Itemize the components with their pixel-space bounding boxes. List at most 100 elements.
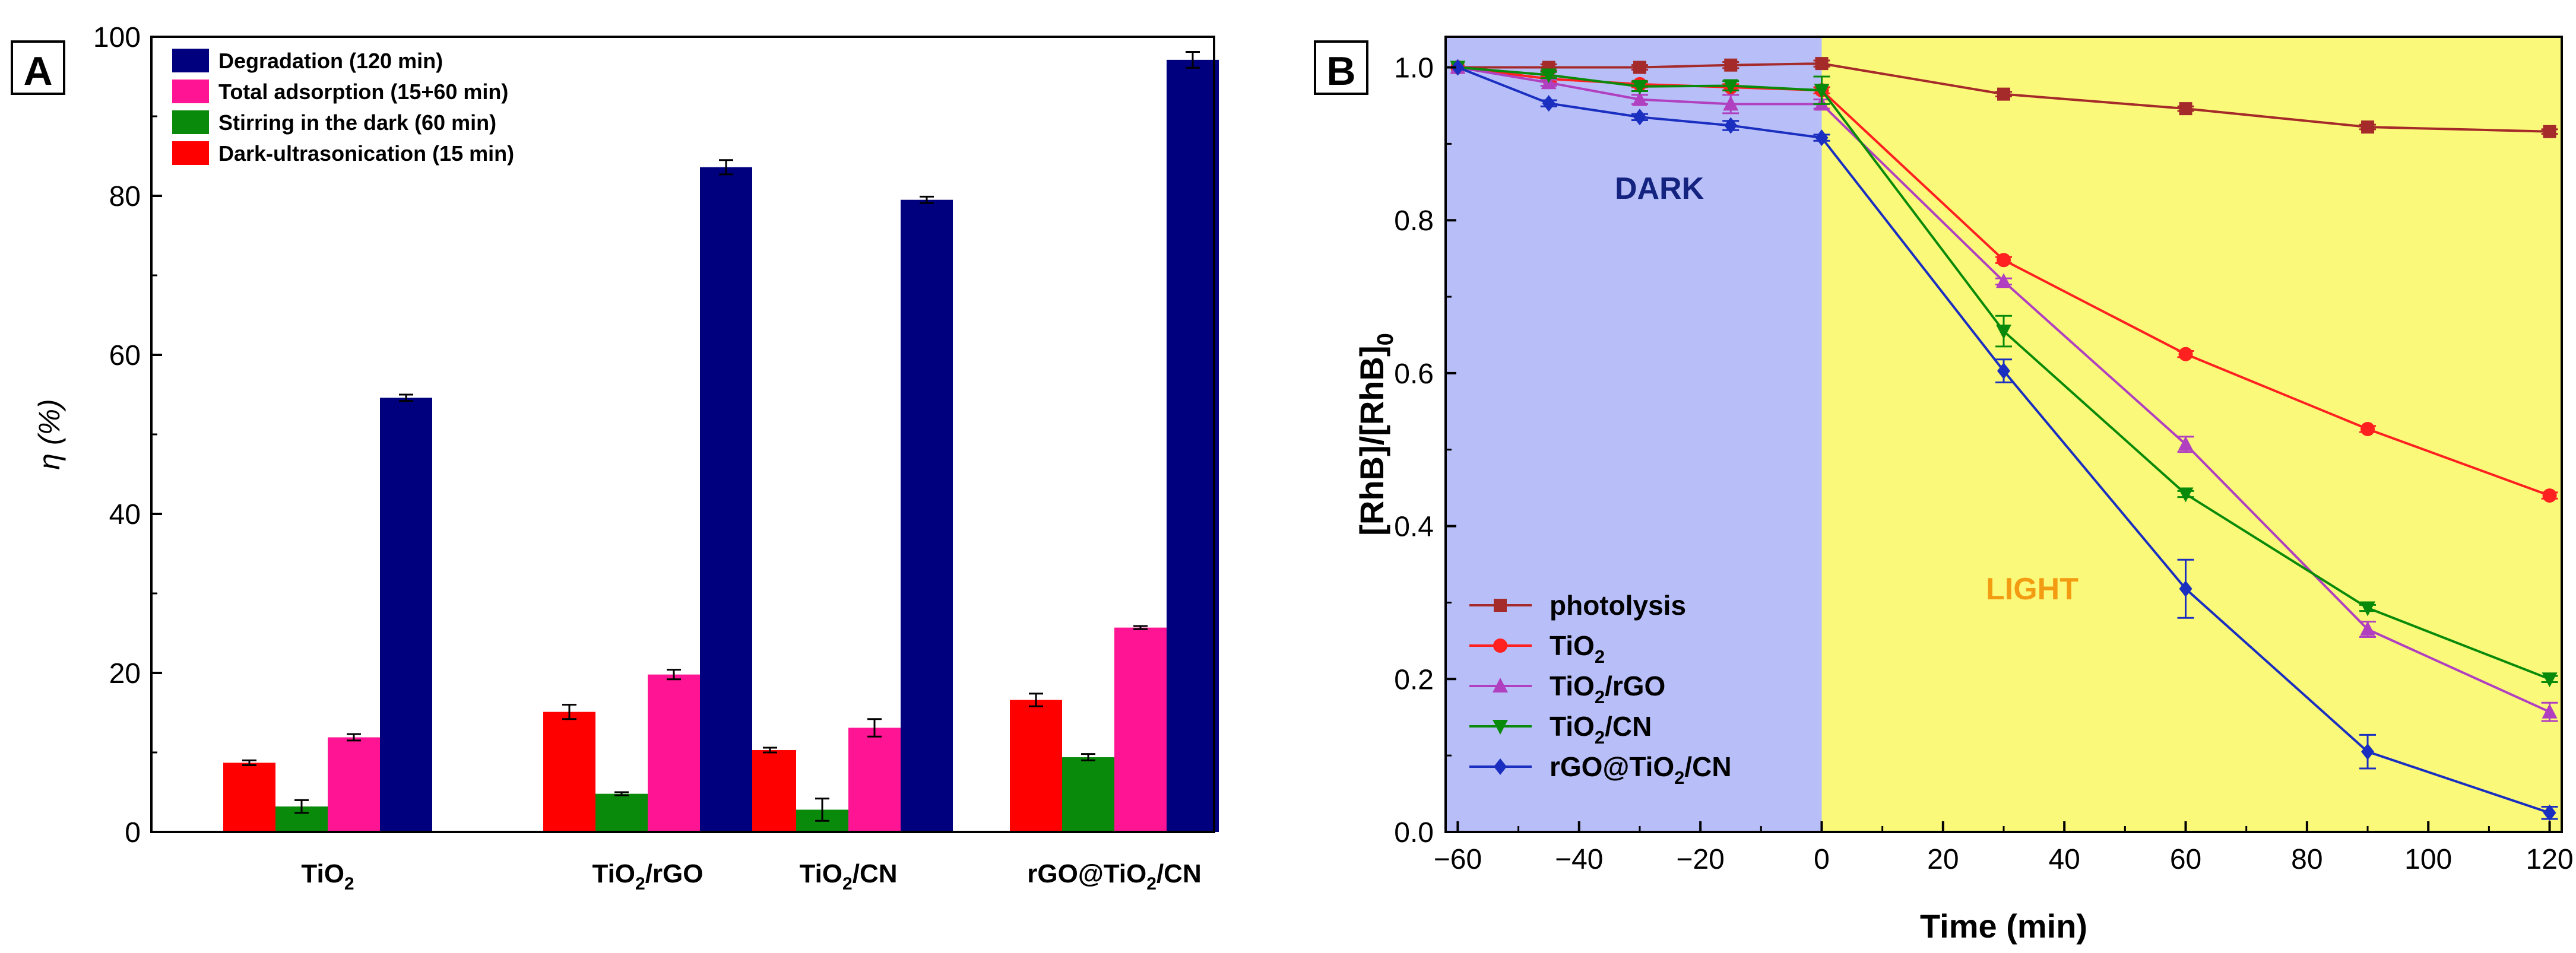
data-point (1724, 117, 1738, 134)
bar (744, 749, 796, 832)
data-point (1723, 79, 1739, 94)
bar (1010, 700, 1062, 832)
data-point (1493, 678, 1508, 692)
y-tick-label: 0.4 (1394, 512, 1434, 543)
legend-label: photolysis (1550, 590, 1686, 621)
x-tick-label: −60 (1434, 844, 1482, 875)
x-tick-label: −40 (1555, 844, 1603, 875)
y-tick-label: 20 (109, 658, 141, 690)
y-tick-label: 0.2 (1394, 664, 1434, 695)
data-point (1494, 599, 1507, 612)
bar (543, 711, 595, 832)
y-tick-label: 0.0 (1394, 817, 1434, 849)
data-point (1814, 84, 1830, 99)
bar (848, 728, 901, 832)
y-tick-label: 100 (93, 22, 141, 53)
y-tick-label: 1.0 (1394, 53, 1434, 84)
data-point (2543, 804, 2556, 821)
legend-label: TiO2/rGO (1550, 671, 1665, 707)
legend-swatch (172, 49, 209, 72)
chart-a-y-axis-title: η (%) (33, 399, 66, 469)
panel-label-b: B (1326, 49, 1355, 94)
data-point (1493, 720, 1508, 735)
dark-region-label: DARK (1615, 171, 1704, 206)
x-tick-label: −20 (1676, 844, 1724, 875)
chart-b-x-axis-title: Time (min) (1920, 907, 2087, 945)
chart-a-y-axis: 0 20 40 60 80 100 (93, 22, 162, 849)
data-point (1997, 87, 2010, 101)
legend-label: rGO@TiO2/CN (1550, 751, 1732, 788)
chart-b-x-axis: −60 −40 −20 0 20 40 60 80 100 120 (1434, 821, 2574, 875)
legend-label: Total adsorption (15+60 min) (218, 80, 508, 104)
data-point (1724, 58, 1738, 72)
bar (595, 793, 648, 832)
data-point (1493, 638, 1507, 653)
data-series (1450, 61, 2558, 688)
bar (328, 737, 380, 832)
x-tick-label: rGO@TiO2/CN (1027, 859, 1201, 894)
legend-label: Dark-ultrasonication (15 min) (218, 141, 514, 166)
y-tick-label: 0.6 (1394, 358, 1434, 390)
data-point (1451, 59, 1465, 76)
data-point (2179, 580, 2192, 598)
data-point (1723, 96, 1739, 111)
bar (223, 763, 275, 832)
chart-a-legend: Degradation (120 min) Total adsorption (1… (172, 49, 514, 166)
y-tick-label: 40 (109, 499, 141, 530)
data-point (1996, 325, 2011, 340)
panel-label-a: A (23, 49, 52, 94)
chart-b-y-axis: 0.0 0.2 0.4 0.6 0.8 1.0 (1394, 53, 1456, 849)
chart-b: B DARK LIGHT photolysis TiO2 TiO2/rGO TiO2/… (1314, 36, 2574, 945)
data-point (1633, 109, 1646, 126)
bar (380, 398, 432, 832)
dark-region (1446, 37, 1822, 832)
x-tick-label: 100 (2404, 844, 2452, 875)
chart-b-y-axis-title: [RhB]/[RhB]0 (1353, 333, 1398, 535)
x-tick-label: TiO2/rGO (592, 859, 703, 894)
bar (1062, 757, 1114, 832)
light-region-label: LIGHT (1986, 572, 2078, 606)
data-series (1451, 59, 2558, 821)
x-tick-label: 0 (1814, 844, 1830, 875)
chart-b-regions (1446, 37, 2562, 832)
data-point (2178, 436, 2194, 451)
legend-label: Degradation (120 min) (218, 49, 443, 73)
panel-label-b-box (1314, 40, 1368, 95)
data-point (1631, 91, 1647, 106)
legend-swatch (172, 141, 209, 165)
bar (1114, 627, 1167, 832)
data-point (2360, 601, 2376, 617)
bar (700, 167, 752, 832)
legend-label: TiO2 (1550, 630, 1605, 667)
data-point (1631, 80, 1647, 95)
x-tick-label: 40 (2048, 844, 2080, 875)
x-tick-label: TiO2 (301, 859, 354, 894)
data-point (2360, 621, 2376, 636)
y-tick-label: 80 (109, 181, 141, 212)
svg-text:[RhB]/[RhB]0: [RhB]/[RhB]0 (1353, 333, 1398, 535)
data-point (2542, 672, 2558, 688)
legend-swatch (172, 80, 209, 103)
data-point (1815, 129, 1829, 147)
data-point (2360, 421, 2375, 436)
x-tick-label: 60 (2170, 844, 2201, 875)
data-point (1997, 253, 2011, 268)
bar (901, 199, 953, 833)
data-point (1494, 758, 1507, 775)
data-point (1542, 95, 1555, 112)
x-tick-label: 80 (2291, 844, 2322, 875)
legend-label: Stirring in the dark (60 min) (218, 110, 496, 135)
data-point (2361, 120, 2375, 134)
data-point (1996, 273, 2011, 288)
x-tick-label: 120 (2526, 844, 2574, 875)
x-tick-label: 20 (1927, 844, 1959, 875)
x-tick-label: TiO2/CN (800, 859, 898, 894)
data-point (1815, 57, 1829, 71)
legend-swatch (172, 110, 209, 134)
data-point (2179, 102, 2192, 116)
bar (1167, 59, 1219, 833)
data-point (1541, 68, 1557, 84)
data-point (1997, 363, 2010, 380)
